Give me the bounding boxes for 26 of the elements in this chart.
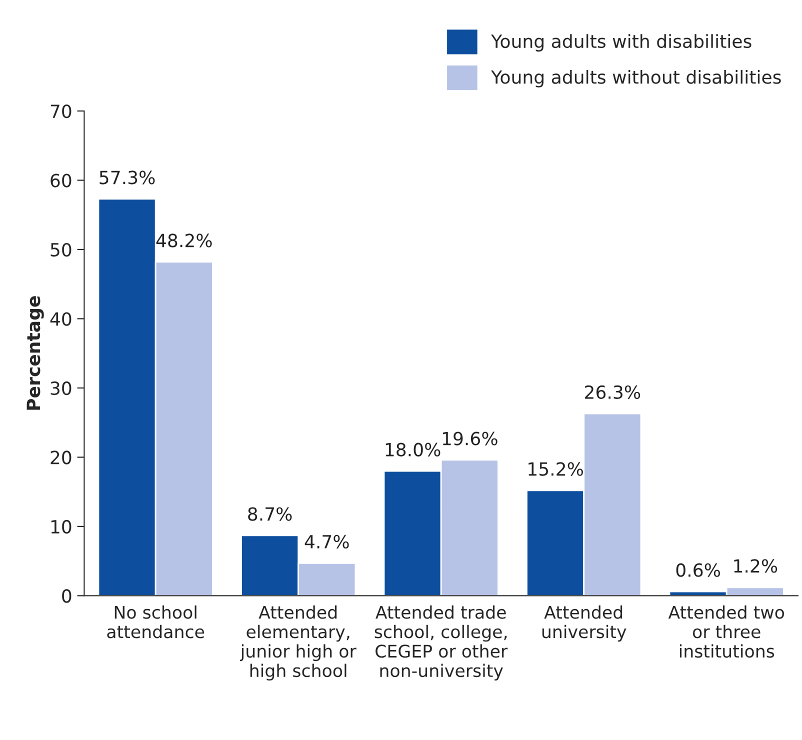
y-tick-label: 20 bbox=[50, 450, 72, 464]
y-tick-label: 0 bbox=[62, 589, 72, 603]
data-label: 26.3% bbox=[585, 385, 640, 399]
x-tick-label: Attended elementary, junior high or high school bbox=[240, 605, 356, 681]
x-tick-label: Attended trade school, college, CEGEP or other non-university bbox=[374, 605, 508, 681]
y-axis-title: Percentage bbox=[26, 296, 44, 410]
y-tick-label: 10 bbox=[51, 520, 72, 534]
y-tick-label: 60 bbox=[50, 174, 72, 188]
y-tick-label: 40 bbox=[50, 312, 72, 326]
data-label: 15.2% bbox=[528, 462, 583, 476]
legend-label: Young adults without disabilities bbox=[491, 70, 781, 88]
data-label: 48.2% bbox=[156, 234, 212, 248]
y-tick-label: 70 bbox=[50, 104, 72, 118]
legend-label: Young adults with disabilities bbox=[491, 34, 752, 52]
y-tick-label: 50 bbox=[50, 242, 72, 257]
x-tick-label: Attended two or three institutions bbox=[668, 605, 784, 658]
x-tick-label: No school attendance bbox=[107, 605, 204, 638]
data-label: 1.2% bbox=[734, 559, 778, 573]
data-label: 4.7% bbox=[304, 534, 349, 549]
data-label: 0.6% bbox=[676, 563, 720, 577]
data-label: 57.3% bbox=[100, 170, 155, 184]
data-label: 19.6% bbox=[442, 432, 498, 446]
data-label: 8.7% bbox=[248, 507, 292, 521]
y-tick-label: 30 bbox=[50, 381, 72, 396]
data-label: 18.0% bbox=[386, 442, 440, 456]
x-tick-label: Attended university bbox=[542, 605, 626, 642]
